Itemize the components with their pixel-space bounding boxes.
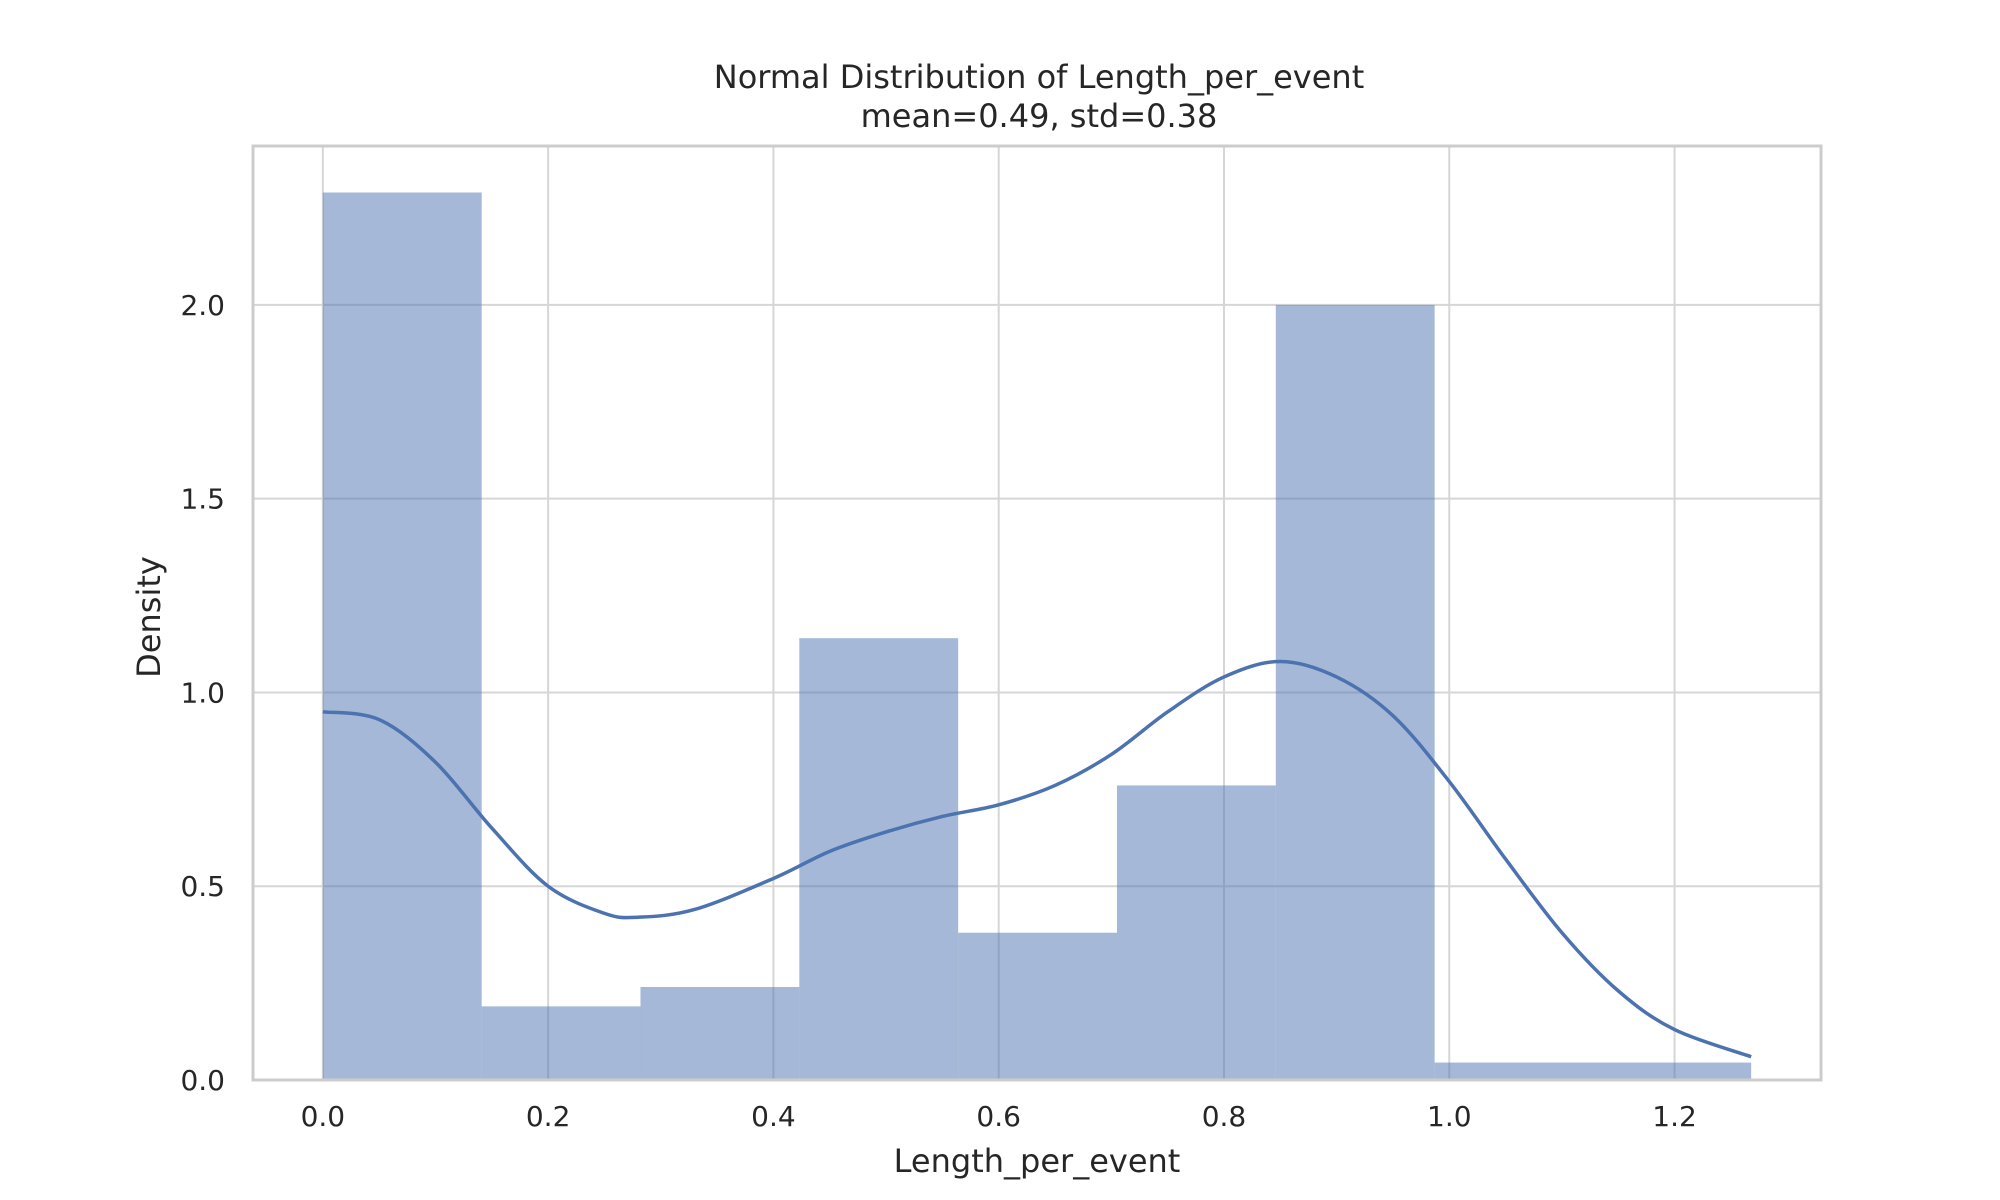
x-tick-label-6: 1.2	[1652, 1100, 1697, 1133]
histogram-bar-3	[799, 638, 959, 1080]
plot-frame	[251, 144, 1823, 1082]
chart-title: Normal Distribution of Length_per_event	[714, 58, 1365, 96]
x-axis-label: Length_per_event	[894, 1142, 1181, 1180]
histogram-bar-6	[1275, 304, 1435, 1081]
kde-curve	[322, 659, 1752, 1059]
x-tick-label-1: 0.2	[526, 1100, 571, 1133]
histogram-bar-2	[640, 986, 800, 1080]
histogram-bar-7	[1434, 1062, 1752, 1080]
y-tick-label-4: 2.0	[180, 289, 225, 322]
chart-subtitle: mean=0.49, std=0.38	[861, 97, 1218, 135]
x-axis-ticks: 0.0 0.2 0.4 0.6 0.8 1.0 1.2	[301, 1100, 1697, 1133]
x-tick-label-3: 0.6	[976, 1100, 1021, 1133]
x-tick-label-0: 0.0	[301, 1100, 346, 1133]
x-tick-label-2: 0.4	[751, 1100, 796, 1133]
x-tick-label-4: 0.8	[1202, 1100, 1247, 1133]
y-tick-label-0: 0.0	[180, 1064, 225, 1097]
histogram-bar-4	[958, 932, 1117, 1080]
y-tick-label-3: 1.5	[180, 483, 225, 516]
y-tick-label-2: 1.0	[180, 676, 225, 709]
histogram-bar-0	[322, 192, 482, 1080]
y-tick-label-1: 0.5	[180, 870, 225, 903]
grid-lines	[253, 146, 1821, 1081]
histogram-bars	[322, 192, 1752, 1081]
histogram-bar-1	[481, 1006, 641, 1080]
y-axis-ticks: 0.0 0.5 1.0 1.5 2.0	[180, 289, 225, 1097]
histogram-bar-5	[1116, 785, 1276, 1080]
y-axis-label: Density	[130, 556, 168, 678]
x-tick-label-5: 1.0	[1427, 1100, 1472, 1133]
